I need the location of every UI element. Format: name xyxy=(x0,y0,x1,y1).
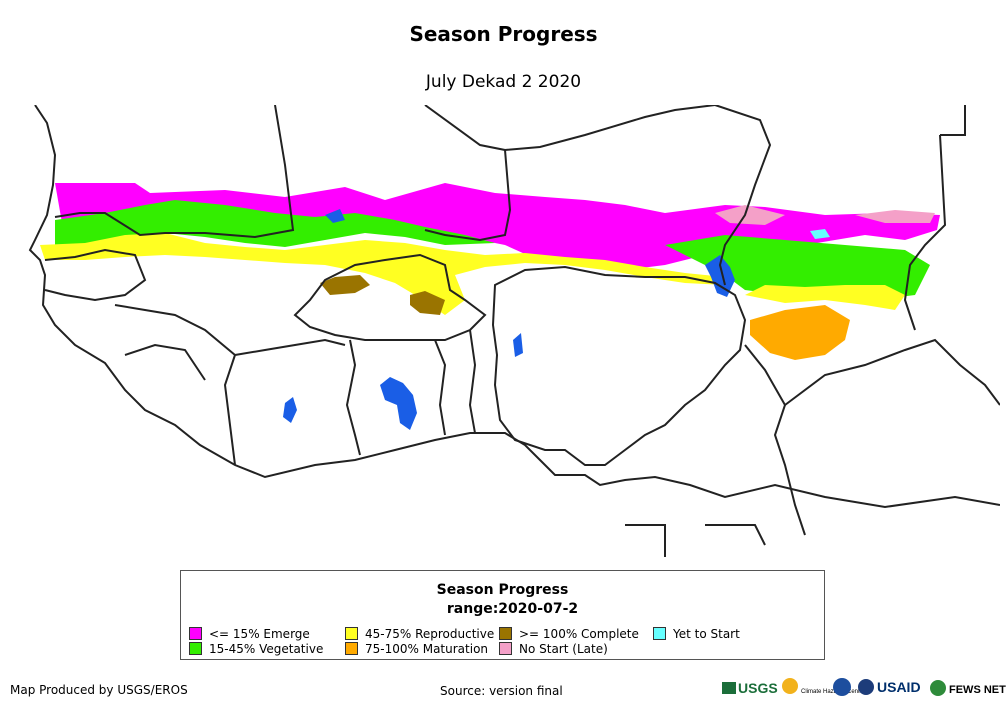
usaid-logo: USAID xyxy=(858,679,921,695)
border-ghana xyxy=(345,339,361,456)
legend-swatch xyxy=(345,627,358,640)
border-car xyxy=(784,338,1000,406)
legend-item-emerge: <= 15% Emerge xyxy=(189,627,310,641)
legend-title: Season Progress xyxy=(436,582,569,598)
water-bodies xyxy=(283,209,735,430)
lake-chad xyxy=(705,255,735,297)
lake-sahel xyxy=(325,209,345,223)
legend-label: 45-75% Reproductive xyxy=(365,627,495,641)
legend-item-complete: >= 100% Complete xyxy=(499,627,639,641)
country-borders xyxy=(28,105,1000,557)
border-chad-sudan xyxy=(903,134,947,331)
border-benin-togo xyxy=(434,329,477,436)
band-maturation xyxy=(750,305,850,360)
legend-label: No Start (Late) xyxy=(519,642,608,656)
usgs-logo: USGS xyxy=(722,680,778,696)
legend-swatch xyxy=(189,627,202,640)
band-nostart xyxy=(715,205,935,225)
globe-icon xyxy=(930,680,946,696)
band-vegetative xyxy=(55,200,930,300)
usaid-seal-icon xyxy=(858,679,874,695)
map-title: Season Progress xyxy=(409,22,598,46)
border-cameroon xyxy=(744,344,806,536)
noaa-logo xyxy=(833,678,851,699)
band-yet xyxy=(810,229,830,239)
band-reproductive xyxy=(40,233,905,315)
usgs-mark-icon xyxy=(722,682,736,694)
border-mauritania-mali xyxy=(54,105,295,239)
legend-item-vegetative: 15-45% Vegetative xyxy=(189,642,323,656)
produced-by: Map Produced by USGS/EROS xyxy=(10,683,188,697)
lake-kainji xyxy=(513,333,523,357)
legend-label: >= 100% Complete xyxy=(519,627,639,641)
lake-volta xyxy=(380,377,417,430)
border-niger-chad xyxy=(714,105,772,286)
map-legend: Season Progress range:2020-07-2 <= 15% E… xyxy=(180,570,825,660)
legend-label: Yet to Start xyxy=(673,627,740,641)
fewsnet-logo: FEWS NET xyxy=(930,680,1006,696)
band-complete xyxy=(320,275,445,315)
border-senegal xyxy=(44,248,147,302)
border-guinea xyxy=(114,304,236,381)
legend-swatch xyxy=(499,642,512,655)
lake-kossou xyxy=(283,397,297,423)
border-algeria-niger xyxy=(504,105,716,151)
border-civ xyxy=(223,338,346,466)
coastline-west xyxy=(28,105,1000,509)
legend-label: <= 15% Emerge xyxy=(209,627,310,641)
legend-label: 75-100% Maturation xyxy=(365,642,489,656)
legend-subtitle: range:2020-07-2 xyxy=(446,601,579,617)
season-progress-map xyxy=(28,105,1000,557)
legend-swatch xyxy=(499,627,512,640)
chc-logo: Climate Hazards Center xyxy=(782,678,865,696)
drop-icon xyxy=(782,678,798,694)
map-subtitle: July Dekad 2 2020 xyxy=(425,72,582,92)
border-gabon-congo xyxy=(625,524,766,557)
progress-layer xyxy=(40,183,940,360)
legend-item-nostart: No Start (Late) xyxy=(499,642,608,656)
source-note: Source: version final xyxy=(440,684,563,698)
legend-item-maturation: 75-100% Maturation xyxy=(345,642,488,656)
legend-label: 15-45% Vegetative xyxy=(209,642,324,656)
legend-swatch xyxy=(189,642,202,655)
noaa-icon xyxy=(833,678,851,696)
legend-swatch xyxy=(345,642,358,655)
legend-item-yet: Yet to Start xyxy=(653,627,740,641)
border-libya-chad xyxy=(940,105,966,136)
border-nigeria xyxy=(491,265,747,466)
legend-swatch xyxy=(653,627,666,640)
border-mali-algeria xyxy=(424,105,512,242)
legend-item-reproductive: 45-75% Reproductive xyxy=(345,627,494,641)
